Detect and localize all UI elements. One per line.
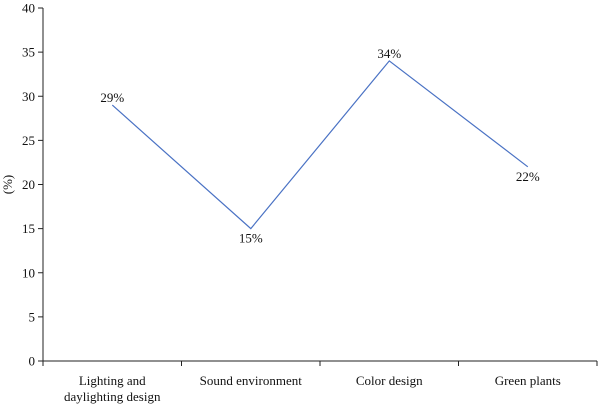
x-category-label: Sound environment (200, 373, 303, 388)
y-tick-label: 10 (22, 265, 35, 280)
data-labels: 29% 15% 34% 22% (100, 46, 540, 246)
y-axis: 0 5 10 15 20 25 30 35 40 (22, 1, 44, 369)
data-label: 29% (100, 90, 124, 105)
y-tick-label: 15 (22, 221, 35, 236)
y-tick-label: 5 (29, 309, 36, 324)
y-tick-label: 30 (22, 89, 35, 104)
x-axis: Lighting and daylighting design Sound envi… (42, 360, 598, 404)
x-category-label: Color design (356, 373, 423, 388)
y-tick-label: 25 (22, 133, 35, 148)
data-label: 15% (239, 231, 263, 246)
series-line (111, 60, 529, 230)
x-category-label: Green plants (495, 373, 561, 388)
y-tick-label: 0 (29, 354, 36, 369)
y-tick-label: 20 (22, 177, 35, 192)
x-category-label: Lighting and daylighting design (64, 373, 161, 404)
y-tick-label: 35 (22, 45, 35, 60)
y-tick-label: 40 (22, 1, 35, 16)
series-group (111, 60, 529, 230)
data-label: 34% (377, 46, 401, 61)
data-label: 22% (516, 169, 540, 184)
y-axis-title: (%) (0, 175, 15, 195)
